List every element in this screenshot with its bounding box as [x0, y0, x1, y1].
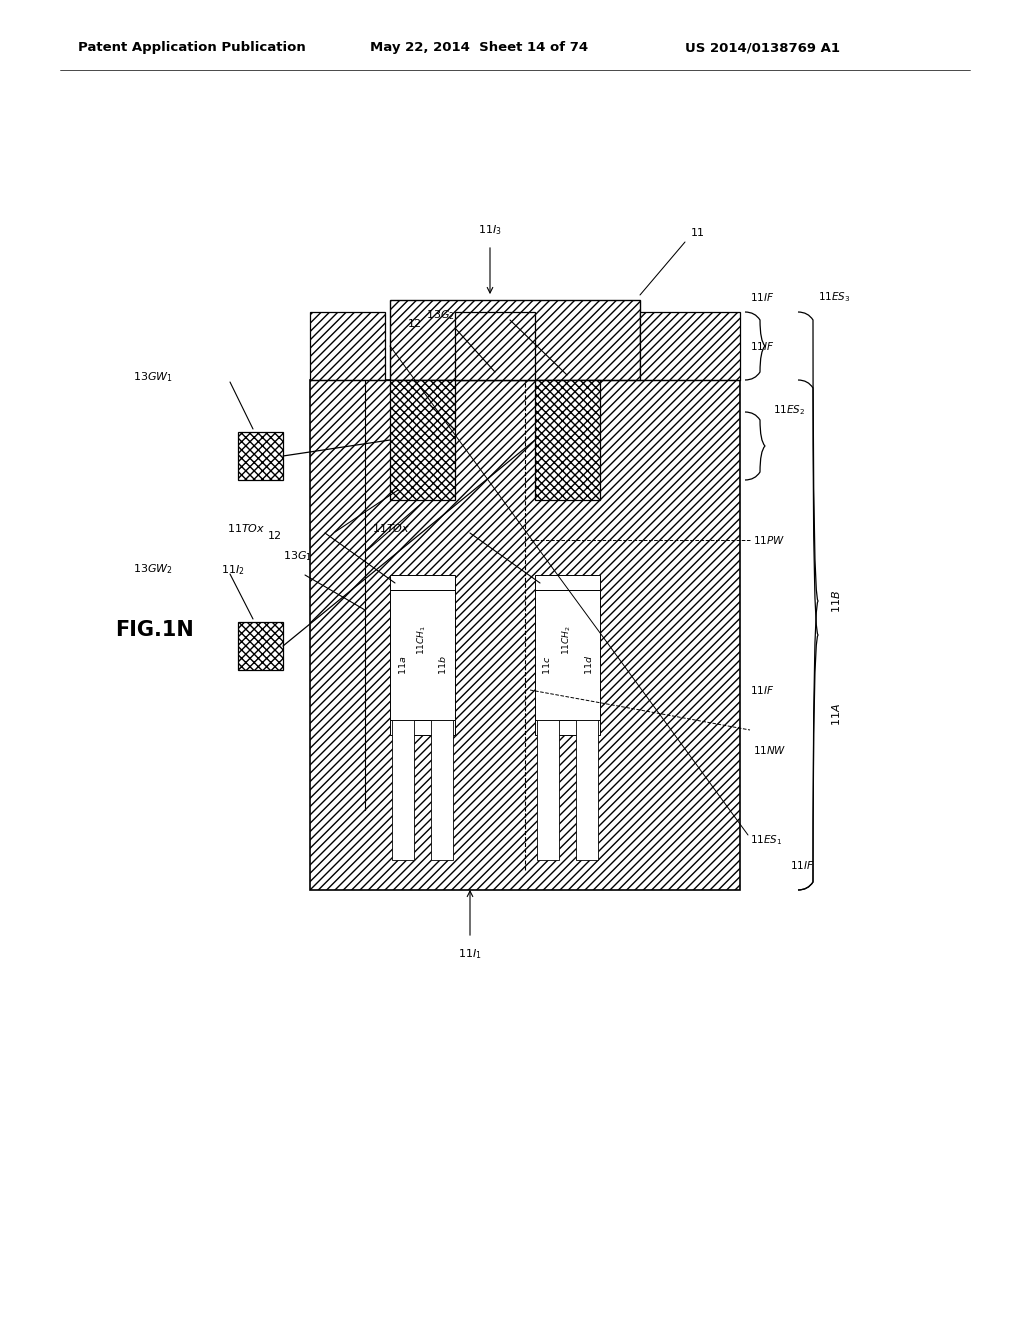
Bar [392, 719, 414, 861]
Bar [310, 312, 385, 380]
Text: US 2014/0138769 A1: US 2014/0138769 A1 [685, 41, 840, 54]
Text: $11I_1$: $11I_1$ [458, 946, 482, 961]
Text: $13G_1$: $13G_1$ [283, 549, 312, 562]
Text: $11I_3$: $11I_3$ [478, 223, 502, 238]
Text: $11PW$: $11PW$ [753, 535, 785, 546]
Text: $11CH_1$: $11CH_1$ [416, 624, 428, 655]
Text: $11I_2$: $11I_2$ [221, 564, 245, 577]
Text: $13G_2$: $13G_2$ [426, 308, 455, 322]
Text: $11IF$: $11IF$ [790, 859, 814, 871]
Bar [575, 719, 598, 861]
Text: $11ES_3$: $11ES_3$ [818, 290, 850, 304]
Text: 11: 11 [691, 228, 705, 238]
Text: $11ES_2$: $11ES_2$ [773, 403, 805, 417]
Text: $11A$: $11A$ [830, 704, 842, 726]
Text: $11IF$: $11IF$ [750, 684, 774, 696]
Bar [535, 380, 600, 500]
Bar [535, 380, 600, 399]
Bar [310, 380, 740, 890]
Text: $13GW_1$: $13GW_1$ [133, 370, 173, 384]
Bar [390, 590, 455, 719]
Text: 12: 12 [408, 319, 422, 329]
Bar [535, 719, 600, 735]
Text: $11d$: $11d$ [583, 655, 594, 675]
Bar [535, 590, 600, 719]
Text: $11CH_2$: $11CH_2$ [561, 626, 573, 655]
Text: $11TOx$: $11TOx$ [372, 521, 410, 535]
Bar [537, 719, 559, 861]
Text: $11NW$: $11NW$ [753, 744, 786, 756]
Bar [390, 300, 640, 380]
Text: $11a$: $11a$ [396, 655, 408, 675]
Text: $11TOx$: $11TOx$ [226, 521, 265, 535]
Text: $11c$: $11c$ [542, 656, 553, 675]
Text: $13GW_2$: $13GW_2$ [133, 562, 173, 576]
Bar [431, 719, 453, 861]
Bar [238, 622, 283, 671]
Text: FIG.1N: FIG.1N [115, 620, 194, 640]
Text: $11b$: $11b$ [437, 655, 449, 675]
Text: $11IF$: $11IF$ [750, 290, 774, 304]
Bar [390, 576, 455, 590]
Text: $11ES_1$: $11ES_1$ [750, 833, 782, 847]
Bar [640, 312, 740, 380]
Bar [455, 312, 535, 380]
Text: $11B$: $11B$ [830, 590, 842, 612]
Bar [238, 432, 283, 480]
Text: Patent Application Publication: Patent Application Publication [78, 41, 306, 54]
Bar [390, 719, 455, 735]
Text: $11IF$: $11IF$ [750, 341, 774, 352]
Bar [390, 380, 455, 500]
Bar [535, 576, 600, 590]
Text: 12: 12 [268, 531, 282, 541]
Text: May 22, 2014  Sheet 14 of 74: May 22, 2014 Sheet 14 of 74 [370, 41, 588, 54]
Bar [390, 380, 455, 399]
